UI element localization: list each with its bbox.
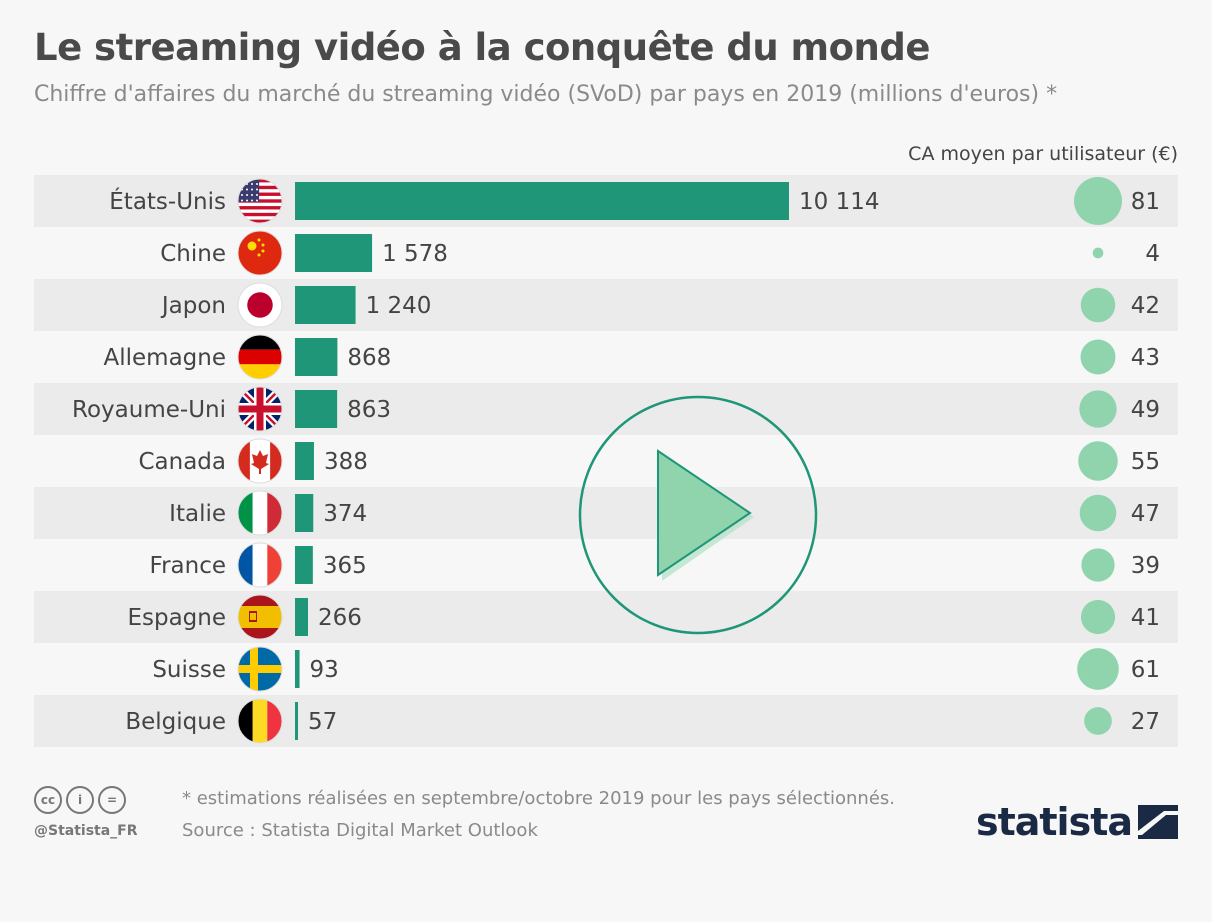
arpu-value-label: 55 (1131, 449, 1160, 475)
category-label: France (150, 553, 226, 579)
it-flag (237, 490, 283, 536)
arpu-bubble (1080, 287, 1116, 323)
bar-value-label: 388 (324, 449, 368, 475)
cn-flag (237, 230, 283, 276)
logo-mark-icon (1138, 805, 1178, 839)
arpu-value-label: 81 (1131, 189, 1160, 215)
arpu-bubble (1078, 441, 1118, 481)
es-flag (237, 594, 283, 640)
source: Source : Statista Digital Market Outlook (182, 820, 538, 841)
bar-value-label: 1 578 (382, 241, 448, 267)
bar (295, 286, 356, 324)
by-icon: i (66, 786, 94, 814)
arpu-bubble (1084, 707, 1112, 735)
bar-value-label: 863 (347, 397, 391, 423)
arpu-bubble (1077, 648, 1119, 690)
bar-chart: États-Unis 10 114 81 Chine 1 578 4 Japon 1 240 4… (34, 175, 1178, 747)
bar-value-label: 10 114 (799, 189, 879, 215)
category-label: États-Unis (109, 187, 226, 215)
jp-flag (237, 282, 283, 328)
play-triangle (657, 449, 752, 577)
bar (295, 442, 314, 480)
category-label: Italie (169, 501, 226, 527)
row-background (34, 487, 1178, 539)
arpu-value-label: 49 (1131, 397, 1160, 423)
bar (295, 182, 789, 220)
footnote: * estimations réalisées en septembre/oct… (182, 788, 896, 809)
bar-value-label: 93 (310, 657, 339, 683)
arpu-bubble (1080, 599, 1116, 635)
de-flag (237, 334, 283, 380)
ca-flag (237, 438, 283, 484)
be-flag (237, 698, 283, 744)
category-label: Belgique (125, 709, 226, 735)
cc-icon: cc (34, 786, 62, 814)
arpu-bubble (1079, 390, 1117, 428)
row-background (34, 383, 1178, 435)
play-icon[interactable] (578, 395, 818, 635)
bar-value-label: 365 (323, 553, 367, 579)
logo-text: statista (975, 800, 1133, 844)
bar (295, 702, 298, 740)
chart-title: Le streaming vidéo à la conquête du mond… (34, 26, 930, 69)
bar (295, 650, 300, 688)
row-background (34, 279, 1178, 331)
nd-icon: = (98, 786, 126, 814)
arpu-value-label: 4 (1145, 241, 1160, 267)
license-icons: cc i = (34, 786, 126, 814)
gb-flag (237, 386, 283, 432)
category-label: Royaume-Uni (72, 397, 226, 423)
play-circle (578, 395, 818, 635)
arpu-value-label: 61 (1131, 657, 1160, 683)
arpu-value-label: 43 (1131, 345, 1160, 371)
bar-value-label: 266 (318, 605, 362, 631)
chart-subtitle: Chiffre d'affaires du marché du streamin… (34, 82, 1058, 107)
arpu-value-label: 42 (1131, 293, 1160, 319)
arpu-bubble (1079, 494, 1117, 532)
arpu-value-label: 39 (1131, 553, 1160, 579)
row-background (34, 695, 1178, 747)
category-label: Suisse (152, 657, 226, 683)
category-label: Canada (138, 449, 226, 475)
bar-value-label: 1 240 (366, 293, 432, 319)
arpu-value-label: 47 (1131, 501, 1160, 527)
arpu-bubble (1081, 548, 1115, 582)
arpu-value-label: 41 (1131, 605, 1160, 631)
bar (295, 234, 373, 272)
us-flag (237, 178, 283, 224)
category-label: Chine (160, 241, 226, 267)
statista-logo[interactable]: statista (976, 800, 1178, 844)
fr-flag (237, 542, 283, 588)
row-background (34, 591, 1178, 643)
bar (295, 390, 338, 428)
bar-value-label: 868 (347, 345, 391, 371)
category-label: Espagne (127, 605, 226, 631)
ch-flag (237, 646, 283, 692)
bar (295, 598, 308, 636)
arpu-value-label: 27 (1131, 709, 1160, 735)
arpu-column-header: CA moyen par utilisateur (€) (908, 143, 1178, 165)
bar (295, 546, 313, 584)
bar (295, 494, 314, 532)
category-label: Allemagne (104, 345, 227, 371)
arpu-bubble (1092, 247, 1104, 259)
bar (295, 338, 338, 376)
twitter-handle[interactable]: @Statista_FR (34, 823, 138, 839)
arpu-bubble (1074, 177, 1122, 225)
bar-value-label: 374 (323, 501, 367, 527)
category-label: Japon (160, 293, 226, 319)
bar-value-label: 57 (308, 709, 337, 735)
arpu-bubble (1080, 339, 1116, 375)
